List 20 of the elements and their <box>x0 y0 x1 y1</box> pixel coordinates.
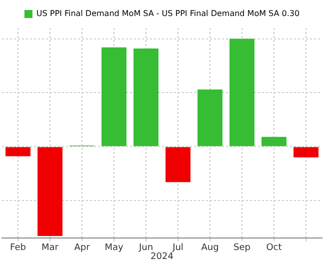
x-tick-label: Sep <box>234 242 251 253</box>
bar <box>38 147 62 236</box>
text: 2024 <box>150 252 174 262</box>
legend-label: US PPI Final Demand MoM SA - US PPI Final Demand MoM SA 0.30 <box>36 9 300 18</box>
bar <box>6 147 30 156</box>
bar <box>230 38 254 146</box>
x-tick-label: Mar <box>42 242 59 253</box>
x-tick-label: Aug <box>201 242 219 253</box>
bar <box>102 47 126 146</box>
bar <box>166 147 190 182</box>
bar <box>294 147 318 158</box>
x-tick-label: May <box>104 242 124 253</box>
bar <box>134 48 158 146</box>
x-tick-label: Apr <box>74 242 90 253</box>
x-tick-label: Oct <box>266 242 282 253</box>
x-tick-label: Jul <box>172 242 184 253</box>
x-tick-label: Jun <box>138 242 154 253</box>
bar <box>262 136 286 146</box>
x-tick-label: Feb <box>10 242 26 253</box>
bar <box>198 89 222 146</box>
